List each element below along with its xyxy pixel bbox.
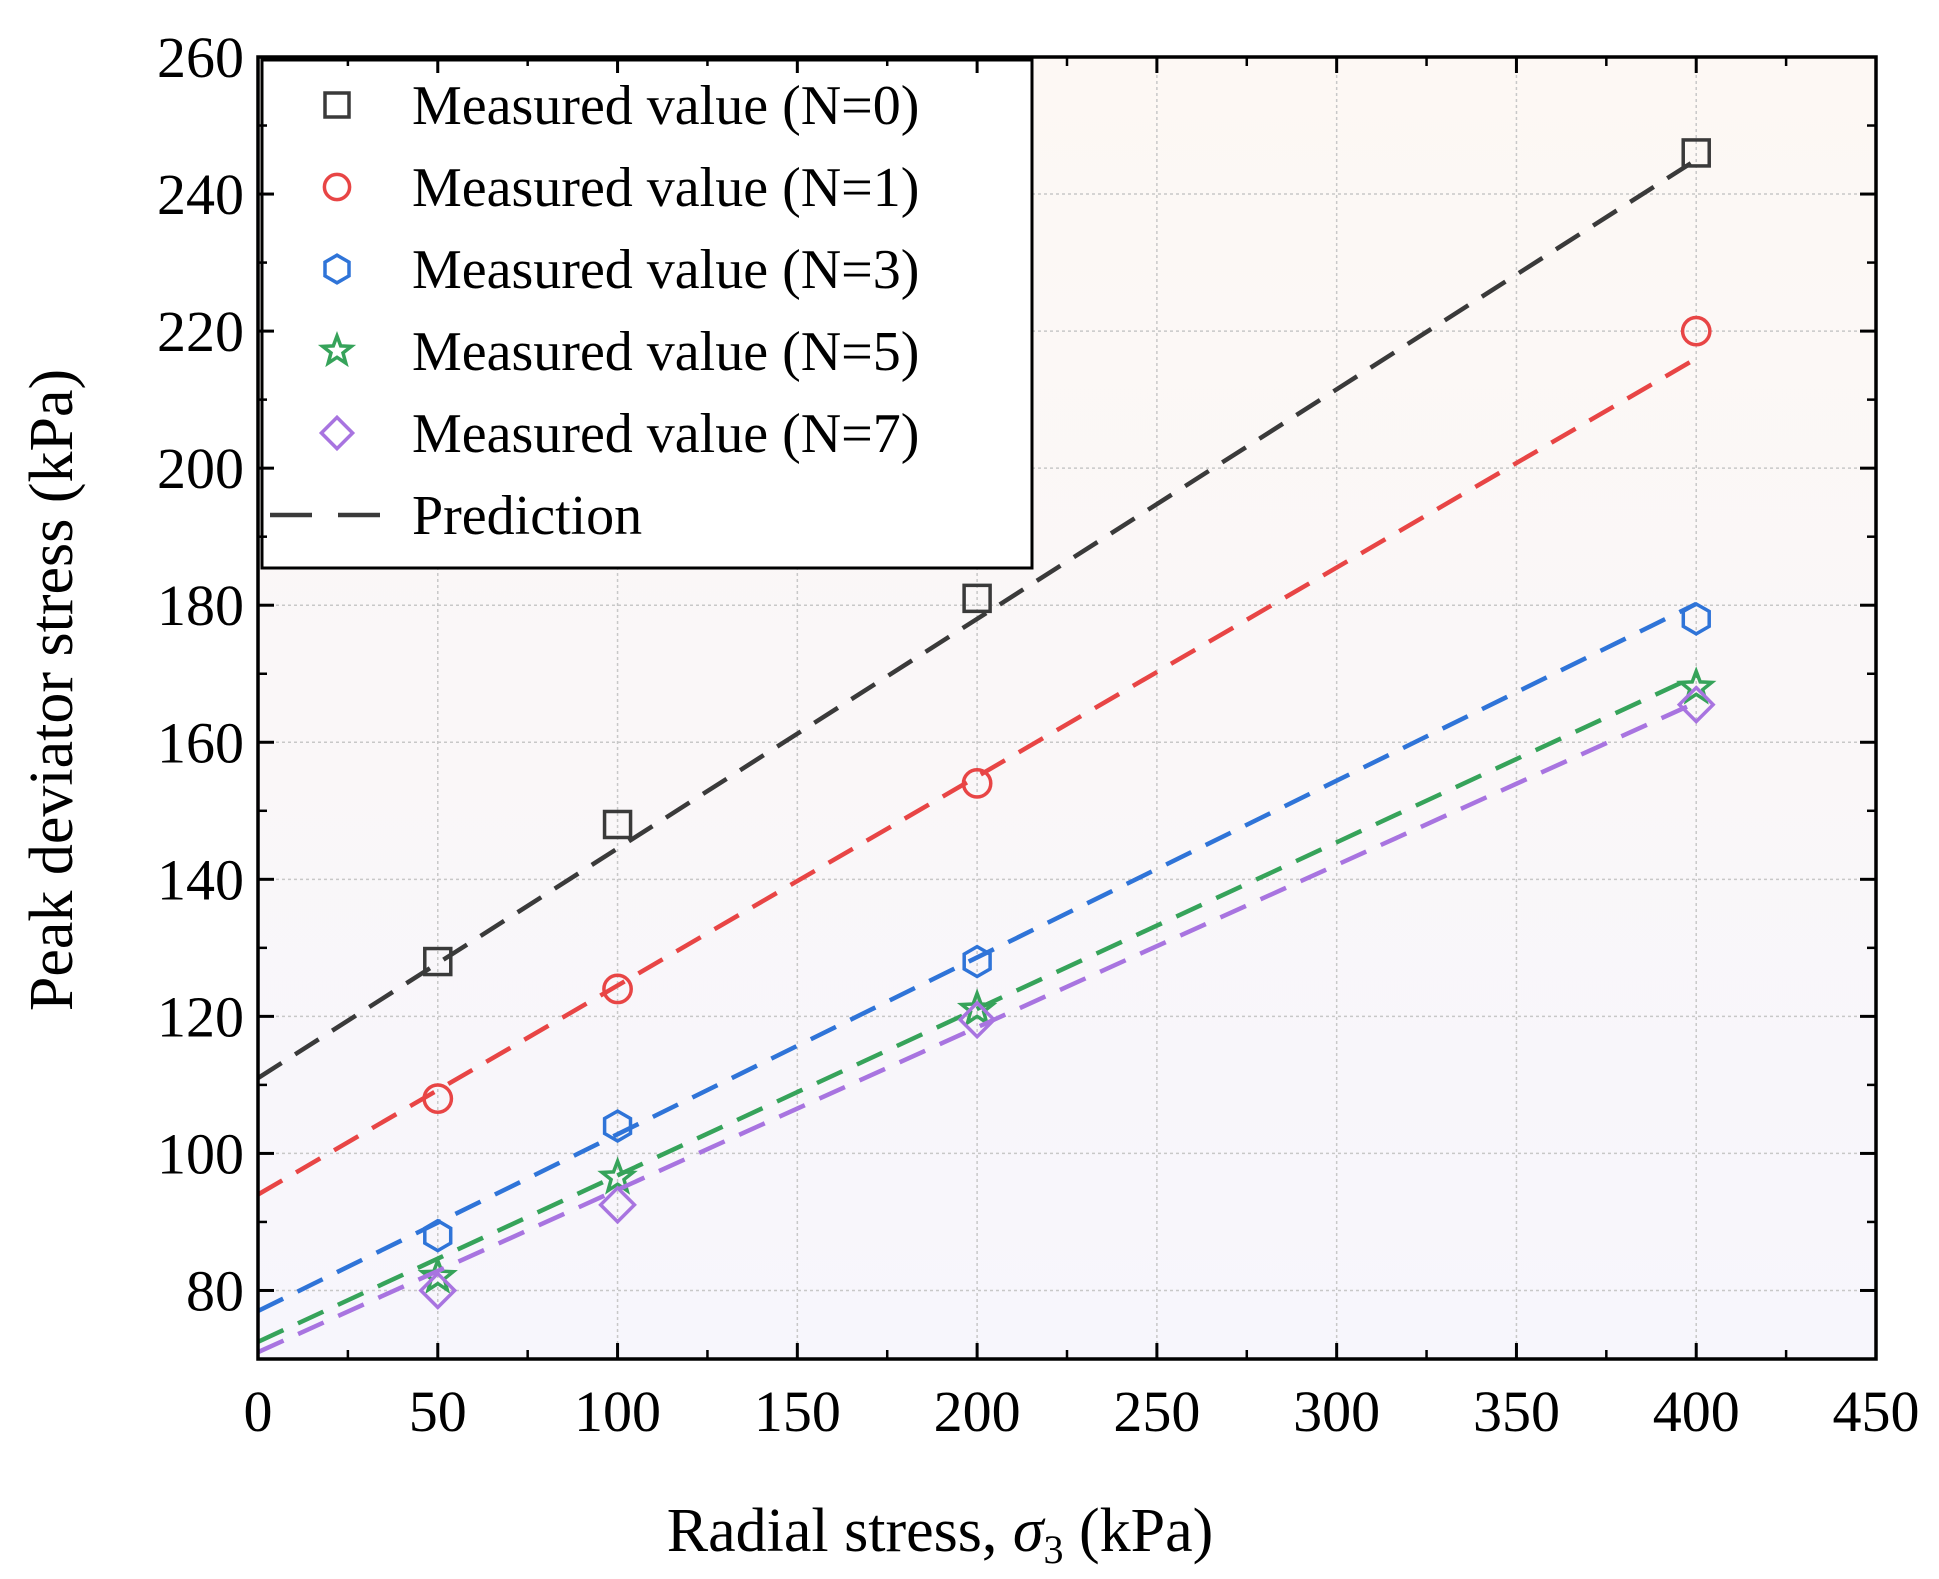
data-point (418, 1271, 458, 1310)
data-point (602, 809, 633, 840)
data-point (1681, 601, 1711, 636)
series-1 (258, 315, 1712, 1197)
x-axis-title-symbol: σ (1013, 1497, 1046, 1565)
legend-marker (323, 253, 351, 285)
data-point (957, 1000, 997, 1040)
x-tick-label: 350 (1473, 1379, 1560, 1444)
y-tick-label: 200 (157, 436, 244, 501)
legend-entry: Measured value (N=7) (318, 403, 919, 465)
data-point (597, 1156, 638, 1195)
y-tick-label: 140 (157, 847, 244, 912)
y-tick-label: 180 (157, 573, 244, 638)
data-point (1680, 315, 1712, 347)
legend-marker (318, 414, 356, 452)
data-point (423, 946, 453, 977)
x-axis-title: Radial stress, σ3 (kPa) (667, 1497, 1214, 1572)
y-tick-label: 100 (157, 1121, 244, 1186)
legend-marker (323, 91, 351, 119)
series-4 (258, 685, 1716, 1355)
x-tick-label: 400 (1653, 1379, 1740, 1444)
legend-entry-prediction: Prediction (270, 485, 642, 547)
legend-label: Measured value (N=0) (412, 75, 919, 137)
x-tick-label: 100 (574, 1379, 661, 1444)
data-point (961, 767, 993, 799)
data-point (423, 1218, 453, 1253)
data-point (422, 1083, 454, 1114)
x-tick-label: 250 (1113, 1379, 1200, 1444)
series-3 (258, 666, 1717, 1344)
x-tick-label: 50 (409, 1379, 467, 1444)
legend-label: Measured value (N=3) (412, 239, 919, 301)
legend-box (260, 58, 1034, 570)
prediction-line (258, 601, 1698, 1314)
data-point (417, 1255, 458, 1294)
data-point (962, 944, 992, 979)
legend: Measured value (N=0) Measured value (N=1)… (260, 58, 1034, 570)
y-tick-label: 220 (157, 299, 244, 364)
legend-marker (322, 172, 352, 202)
legend-label: Measured value (N=5) (412, 321, 919, 383)
y-tick-label: 80 (186, 1258, 244, 1323)
legend-entry: Measured value (N=5) (317, 321, 919, 383)
x-tick-label: 0 (244, 1379, 273, 1444)
y-axis-title: Peak deviator stress (kPa) (18, 369, 86, 1011)
data-point (956, 988, 998, 1027)
data-point (1676, 685, 1716, 724)
prediction-line (258, 356, 1698, 1197)
x-axis-title-main: Radial stress, (667, 1497, 1013, 1565)
y-tick-label: 120 (157, 984, 244, 1049)
x-tick-label: 200 (934, 1379, 1021, 1444)
axes: 0 50 100 150 200 250 300 350 400 450 80 100 120 140 16… (157, 25, 1920, 1444)
y-tick-label: 240 (157, 162, 244, 227)
legend-entry: Measured value (N=1) (322, 157, 919, 219)
x-axis-title-unit: (kPa) (1063, 1497, 1213, 1565)
data-point (962, 583, 992, 614)
data-point (598, 1185, 637, 1225)
x-axis-title-subscript: 3 (1043, 1527, 1063, 1572)
data-point (1681, 138, 1711, 168)
legend-marker (317, 331, 357, 368)
data-point (602, 973, 633, 1005)
data-point (1676, 666, 1717, 705)
legend-entry: Measured value (N=3) (323, 239, 919, 301)
series-2 (258, 601, 1711, 1314)
legend-label: Measured value (N=1) (412, 157, 919, 219)
legend-label: Measured value (N=7) (412, 403, 919, 465)
y-tick-label: 160 (157, 710, 244, 775)
data-point (602, 1109, 633, 1144)
x-tick-label: 300 (1293, 1379, 1380, 1444)
y-tick-label: 260 (157, 25, 244, 90)
prediction-line (258, 673, 1698, 1344)
legend-entry: Measured value (N=0) (323, 75, 919, 137)
x-tick-label: 450 (1833, 1379, 1920, 1444)
series-0 (258, 138, 1711, 1080)
legend-label-prediction: Prediction (412, 485, 642, 547)
x-tick-label: 150 (754, 1379, 841, 1444)
prediction-line (258, 157, 1698, 1080)
